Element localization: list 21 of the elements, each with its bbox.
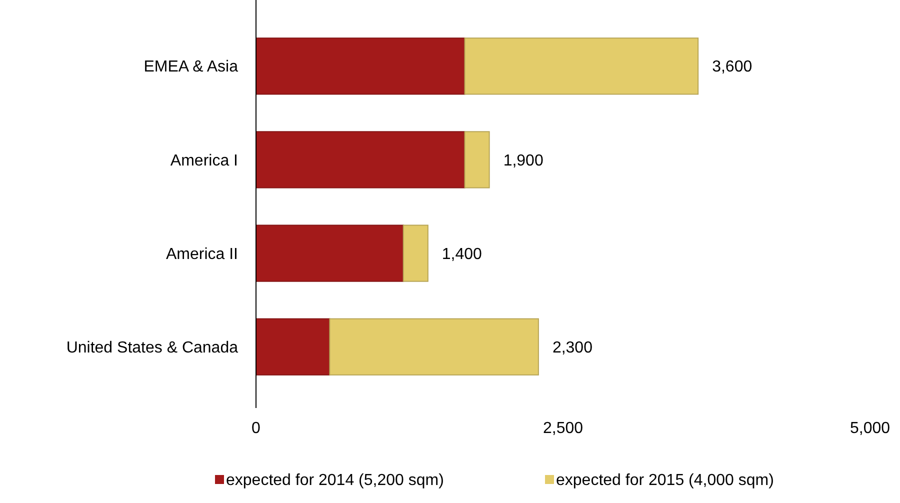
bar <box>464 38 699 95</box>
legend-label: expected for 2014 (5,200 sqm) <box>226 472 444 489</box>
bar <box>256 38 466 95</box>
x-tick-label: 0 <box>252 420 261 437</box>
bar <box>256 318 330 376</box>
legend-label: expected for 2015 (4,000 sqm) <box>556 472 774 489</box>
bar <box>256 224 404 282</box>
bar <box>256 131 466 188</box>
y-tick-label: United States & Canada <box>66 339 238 356</box>
x-tick-label: 2,500 <box>542 420 584 437</box>
x-tick-label: 5,000 <box>850 420 890 437</box>
y-tick-label: America II <box>166 246 238 263</box>
total-label: 2,300 <box>552 339 593 356</box>
y-tick-label: EMEA & Asia <box>144 58 238 76</box>
y-tick-label: America I <box>170 152 238 170</box>
total-label: 1,400 <box>442 246 482 263</box>
total-label: 3,600 <box>712 58 752 76</box>
total-label: 1,900 <box>503 152 544 170</box>
bar <box>329 318 539 376</box>
bar <box>402 224 428 282</box>
bar <box>464 131 490 188</box>
